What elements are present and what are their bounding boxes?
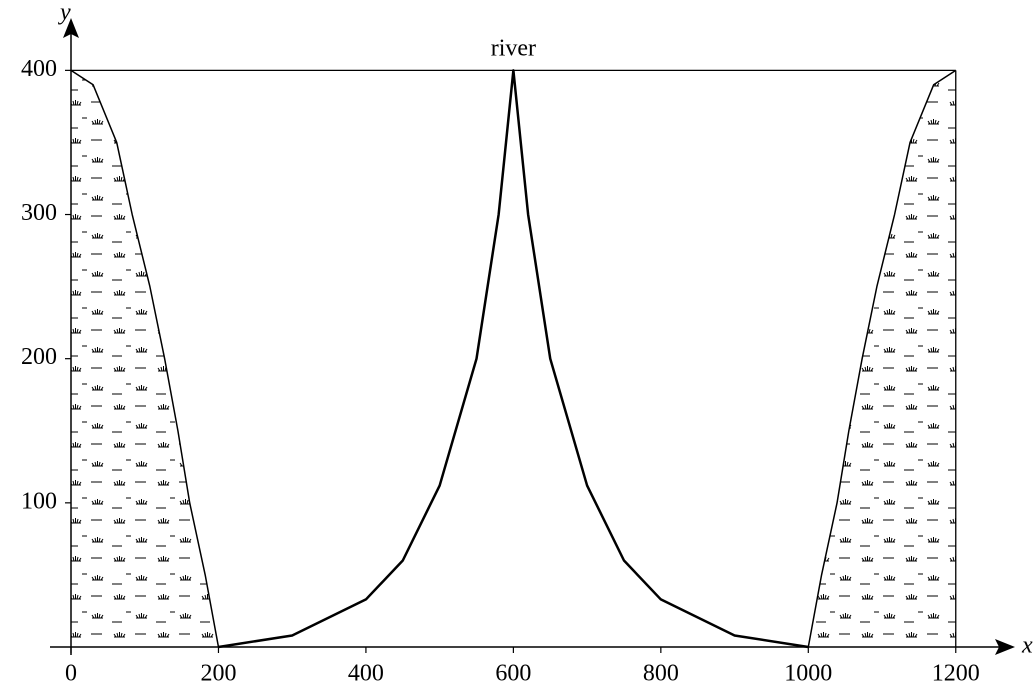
swamp-area (71, 70, 219, 647)
x-tick-label: 400 (348, 661, 384, 687)
x-tick-label: 800 (643, 661, 679, 687)
swamp-area (808, 70, 956, 647)
fills (71, 70, 956, 647)
y-axis-label: y (58, 0, 71, 26)
swamp-boundary (807, 69, 957, 648)
y-tick-label: 200 (21, 344, 57, 370)
y-tick-label: 300 (21, 200, 57, 226)
x-axis-arrow (995, 639, 1015, 655)
x-axis-label: x (1021, 633, 1033, 659)
x-tick-label: 200 (200, 661, 236, 687)
x-tick-label: 1000 (784, 661, 832, 687)
y-tick-label: 400 (21, 56, 57, 82)
river-curve (218, 69, 809, 649)
y-axis-arrow (63, 18, 79, 38)
x-tick-label: 0 (65, 661, 77, 687)
x-tick-label: 600 (495, 661, 531, 687)
y-tick-label: 100 (21, 488, 57, 514)
x-tick-label: 1200 (932, 661, 980, 687)
annotation: river (491, 36, 536, 62)
swamp-boundary (70, 69, 220, 648)
